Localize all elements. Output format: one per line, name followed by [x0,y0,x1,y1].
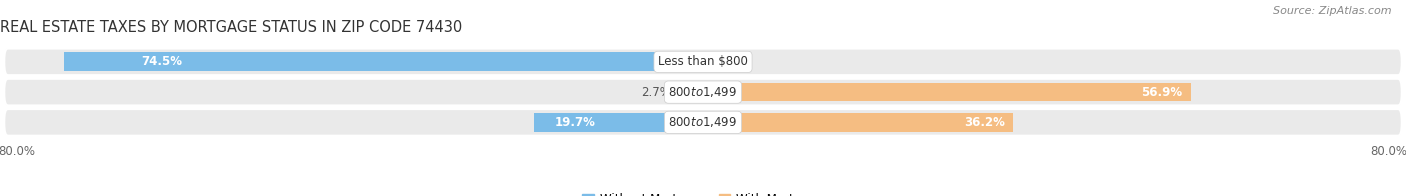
Text: 36.2%: 36.2% [965,116,1005,129]
FancyBboxPatch shape [4,79,1402,105]
Bar [703,113,1014,132]
Text: 74.5%: 74.5% [141,55,181,68]
Text: 2.7%: 2.7% [641,86,671,99]
Bar [703,83,1191,102]
Text: 56.9%: 56.9% [1142,86,1182,99]
Bar [534,113,703,132]
Text: Less than $800: Less than $800 [658,55,748,68]
Bar [681,83,703,102]
Text: 0.0%: 0.0% [711,55,741,68]
Text: REAL ESTATE TAXES BY MORTGAGE STATUS IN ZIP CODE 74430: REAL ESTATE TAXES BY MORTGAGE STATUS IN … [0,20,463,35]
Text: Source: ZipAtlas.com: Source: ZipAtlas.com [1274,6,1392,16]
Text: 19.7%: 19.7% [554,116,595,129]
Text: $800 to $1,499: $800 to $1,499 [668,85,738,99]
Bar [65,53,703,71]
Legend: Without Mortgage, With Mortgage: Without Mortgage, With Mortgage [582,193,824,196]
FancyBboxPatch shape [4,49,1402,75]
FancyBboxPatch shape [4,109,1402,136]
Text: $800 to $1,499: $800 to $1,499 [668,115,738,129]
